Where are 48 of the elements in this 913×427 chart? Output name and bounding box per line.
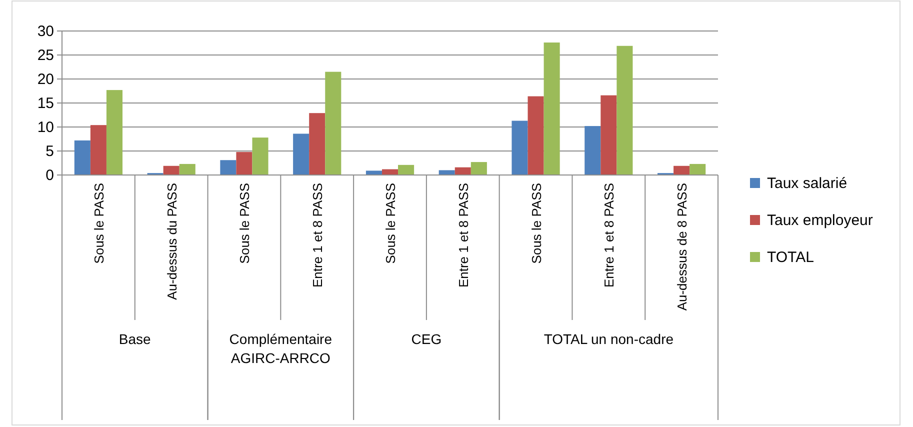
bar: [236, 152, 252, 175]
bar: [163, 166, 180, 175]
x-tick-label: Au-dessus de 8 PASS: [674, 182, 690, 311]
x-tick-label: Sous le PASS: [91, 182, 106, 264]
y-tick-label: 20: [37, 70, 54, 88]
bar: [325, 72, 342, 175]
x-tick-label: Sous le PASS: [528, 182, 544, 264]
bar: [309, 113, 326, 175]
bar: [179, 164, 196, 175]
y-tick-label: 15: [37, 94, 54, 112]
bar: [382, 169, 398, 175]
bar: [584, 126, 601, 175]
bar: [90, 125, 106, 175]
x-tick-label: Au-dessus du PASS: [164, 182, 180, 300]
legend-label: Taux employeur: [767, 212, 873, 229]
bar: [544, 42, 560, 175]
bar: [366, 170, 382, 175]
bar: [512, 120, 528, 175]
bar: [600, 95, 617, 175]
bar: [106, 90, 122, 175]
bar: [220, 160, 236, 175]
bar: [74, 140, 90, 175]
x-tick-label: Entre 1 et 8 PASS: [310, 182, 326, 288]
text: TOTAL un non-cadre: [544, 331, 674, 347]
bar: [398, 164, 414, 175]
bar: [528, 96, 544, 175]
y-tick-label: 25: [37, 46, 54, 64]
x-tick-label: Entre 1 et 8 PASS: [602, 182, 617, 288]
x-tick-label: Sous le PASS: [383, 182, 398, 264]
bar: [674, 166, 690, 175]
text: Complémentaire AGIRC-ARRCO: [229, 331, 332, 366]
bar: [252, 138, 268, 175]
bar: [690, 164, 706, 175]
y-tick-label: 0: [46, 166, 54, 184]
legend-label: TOTAL: [767, 249, 814, 266]
bar: [454, 167, 471, 175]
y-tick-label: 10: [37, 118, 54, 136]
text: Base: [118, 331, 152, 347]
text: CEG: [411, 331, 442, 347]
x-tick-label: Entre 1 et 8 PASS: [456, 182, 471, 288]
y-tick-label: 30: [37, 22, 54, 40]
bar: [438, 170, 455, 175]
bar: [293, 134, 310, 175]
x-tick-label: Sous le PASS: [237, 182, 252, 264]
bar: [470, 162, 487, 175]
legend-label: Taux salarié: [767, 175, 848, 192]
y-tick-label: 5: [46, 142, 54, 160]
bar: [616, 46, 633, 175]
